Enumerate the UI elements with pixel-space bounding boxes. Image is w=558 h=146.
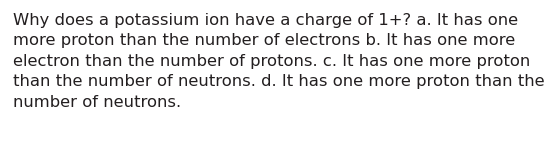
- Text: Why does a potassium ion have a charge of 1+? a. It has one
more proton than the: Why does a potassium ion have a charge o…: [13, 13, 545, 110]
